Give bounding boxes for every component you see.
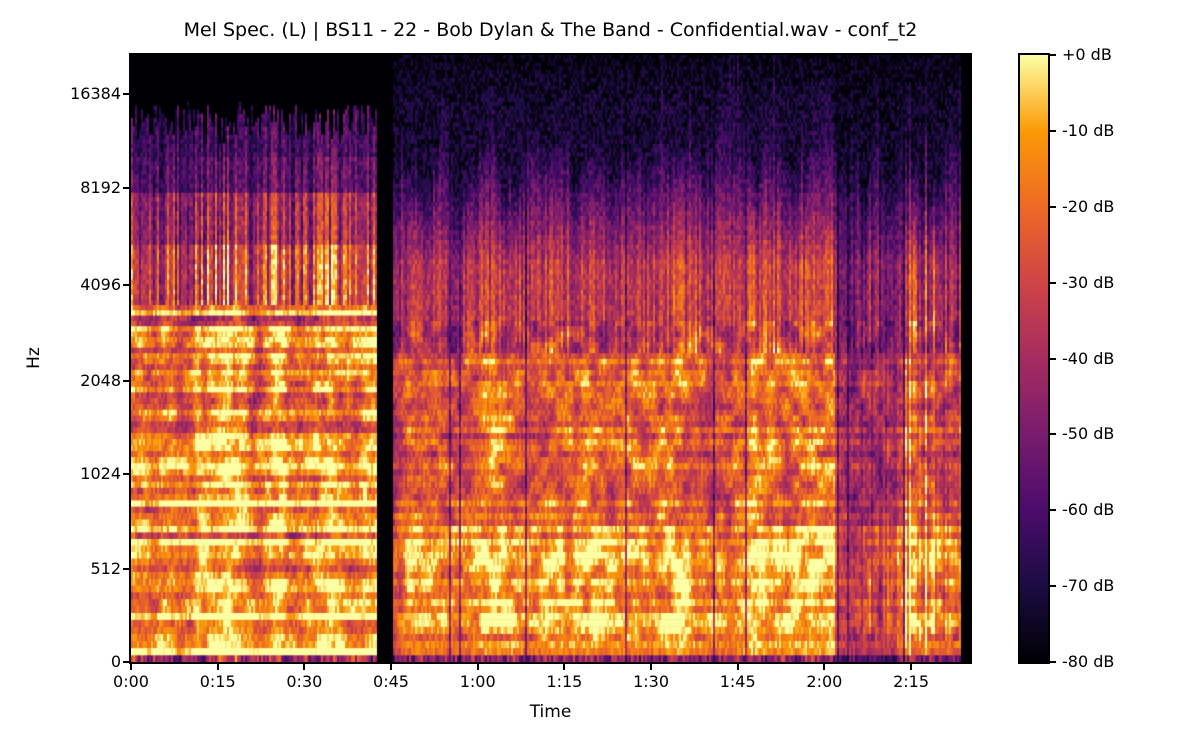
x-axis-label: Time [529,702,572,722]
colorbar-tick-mark [1050,205,1056,208]
colorbar-tick-mark [1050,433,1056,436]
y-tick-label: 512 [90,558,121,578]
y-tick-mark [123,187,129,190]
plot-area [129,53,972,664]
colorbar-tick-label: -50 dB [1062,424,1115,444]
chart-title: Mel Spec. (L) | BS11 - 22 - Bob Dylan & … [183,19,918,41]
x-tick-label: 2:15 [893,672,930,691]
colorbar-tick-label: +0 dB [1062,45,1112,64]
y-tick-mark [123,284,129,287]
y-tick-label: 8192 [80,178,121,198]
x-tick-label: 0:00 [113,672,149,691]
x-tick-mark [476,664,479,670]
y-tick-mark [123,93,129,96]
x-tick-mark [303,664,306,670]
x-tick-label: 0:45 [373,672,409,691]
colorbar-tick-mark [1050,509,1056,512]
colorbar-gradient [1020,55,1048,662]
x-tick-label: 0:30 [286,672,323,691]
x-tick-mark [216,664,219,670]
y-tick-label: 4096 [80,275,121,295]
x-tick-mark [650,664,653,670]
y-tick-mark [123,379,129,382]
colorbar-tick-label: -70 dB [1062,576,1115,596]
colorbar-tick-mark [1050,281,1056,284]
colorbar-tick-label: -20 dB [1062,196,1115,216]
colorbar-tick-label: -60 dB [1062,500,1115,520]
y-tick-label: 16384 [70,84,121,104]
colorbar-tick-label: -80 dB [1062,652,1115,671]
colorbar-tick-label: -10 dB [1062,120,1115,140]
x-tick-mark [563,664,566,670]
x-tick-mark [130,664,132,670]
x-tick-label: 1:30 [633,672,669,691]
x-tick-mark [390,664,393,670]
y-axis-label: Hz [24,347,44,369]
x-tick-label: 2:00 [806,672,843,691]
colorbar-tick-mark [1050,357,1056,360]
x-tick-label: 1:45 [719,672,756,691]
x-tick-label: 1:00 [459,672,496,691]
y-tick-label: 2048 [80,370,121,390]
colorbar-tick-label: -30 dB [1062,272,1115,292]
colorbar-tick-mark [1050,585,1056,588]
colorbar-tick-mark [1050,129,1056,132]
colorbar-tick-label: -40 dB [1062,348,1115,368]
spectrogram-heatmap [131,55,970,662]
x-tick-mark [823,664,826,670]
x-tick-mark [910,664,913,670]
y-tick-mark [123,567,129,570]
y-tick-mark [123,661,129,663]
x-tick-mark [736,664,739,670]
y-tick-label: 0 [110,652,121,671]
y-tick-label: 1024 [80,463,121,483]
colorbar [1018,53,1050,664]
x-tick-label: 0:15 [199,672,236,691]
y-tick-mark [123,472,129,475]
colorbar-tick-mark [1050,54,1056,56]
x-tick-label: 1:15 [546,672,583,691]
colorbar-tick-mark [1050,661,1056,663]
